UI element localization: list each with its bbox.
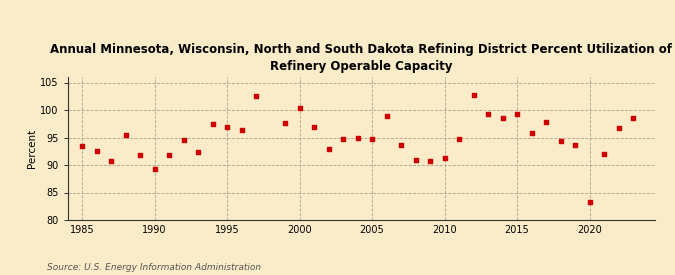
Point bbox=[308, 124, 319, 129]
Point bbox=[178, 138, 189, 142]
Point bbox=[76, 144, 87, 148]
Point bbox=[410, 157, 421, 162]
Point bbox=[120, 133, 131, 137]
Point bbox=[323, 146, 334, 151]
Point bbox=[294, 106, 305, 111]
Point bbox=[207, 122, 218, 126]
Point bbox=[439, 156, 450, 161]
Title: Annual Minnesota, Wisconsin, North and South Dakota Refining District Percent Ut: Annual Minnesota, Wisconsin, North and S… bbox=[50, 43, 672, 73]
Point bbox=[584, 200, 595, 205]
Point bbox=[149, 167, 160, 172]
Point bbox=[91, 149, 102, 153]
Point bbox=[497, 116, 508, 120]
Y-axis label: Percent: Percent bbox=[27, 129, 37, 168]
Point bbox=[279, 121, 290, 125]
Point bbox=[483, 112, 493, 116]
Point bbox=[599, 152, 610, 156]
Point bbox=[192, 150, 203, 155]
Point bbox=[541, 120, 551, 124]
Point bbox=[236, 128, 247, 132]
Point bbox=[105, 158, 116, 163]
Point bbox=[352, 135, 363, 140]
Point bbox=[381, 113, 392, 118]
Point bbox=[338, 137, 348, 141]
Point bbox=[425, 158, 435, 163]
Point bbox=[512, 112, 522, 117]
Point bbox=[163, 152, 174, 157]
Point bbox=[613, 125, 624, 130]
Point bbox=[526, 130, 537, 135]
Point bbox=[221, 124, 232, 129]
Point bbox=[396, 142, 406, 147]
Point bbox=[570, 143, 580, 147]
Point bbox=[628, 116, 639, 120]
Point bbox=[468, 92, 479, 97]
Point bbox=[134, 153, 145, 157]
Point bbox=[265, 50, 276, 54]
Point bbox=[555, 139, 566, 144]
Point bbox=[454, 137, 464, 141]
Point bbox=[250, 94, 261, 98]
Text: Source: U.S. Energy Information Administration: Source: U.S. Energy Information Administ… bbox=[47, 263, 261, 272]
Point bbox=[367, 136, 377, 141]
